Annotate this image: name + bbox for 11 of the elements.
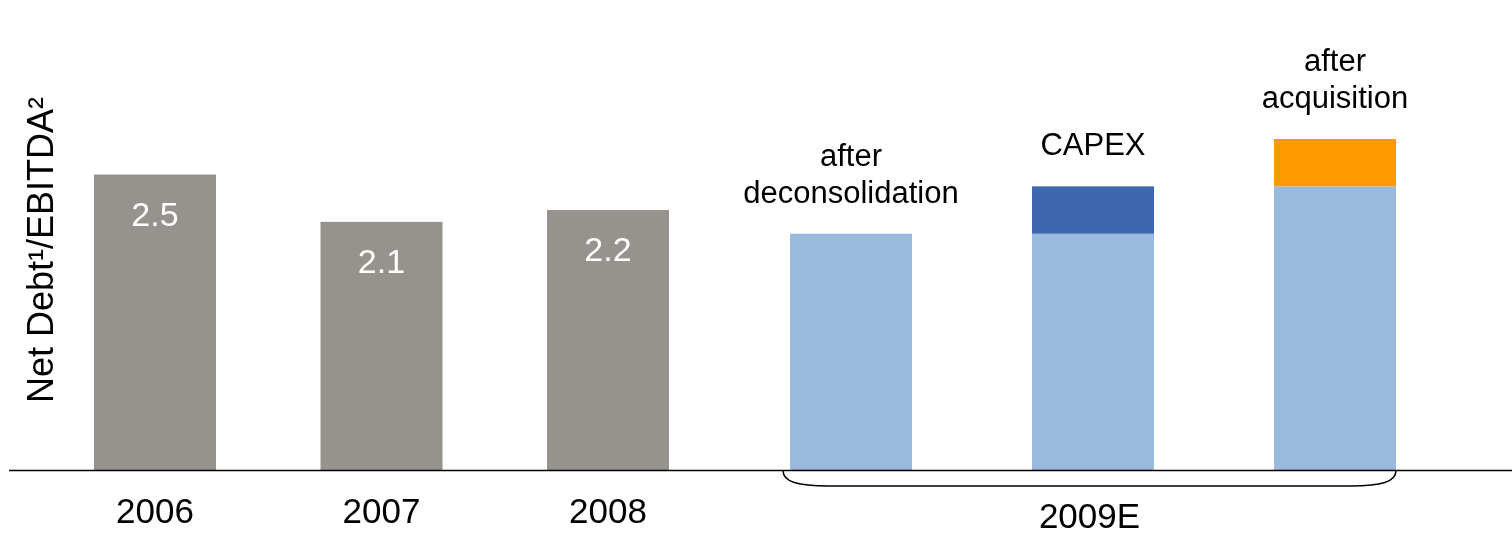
data-label: 2.1 — [357, 241, 406, 280]
data-label: 2.5 — [131, 194, 179, 233]
text: 2009E — [1038, 496, 1141, 535]
annotation: CAPEX — [1040, 127, 1146, 163]
x-tick-label: 2007 — [342, 491, 421, 530]
text: after acquisition — [1261, 43, 1409, 115]
x-tick-label: 2006 — [116, 491, 194, 530]
x-tick-label: 2008 — [569, 491, 647, 530]
annotation: after deconsolidation — [743, 137, 959, 210]
y-axis-title: Net Debt¹/EBITDA² — [20, 96, 61, 404]
data-label: 2.2 — [584, 230, 632, 269]
